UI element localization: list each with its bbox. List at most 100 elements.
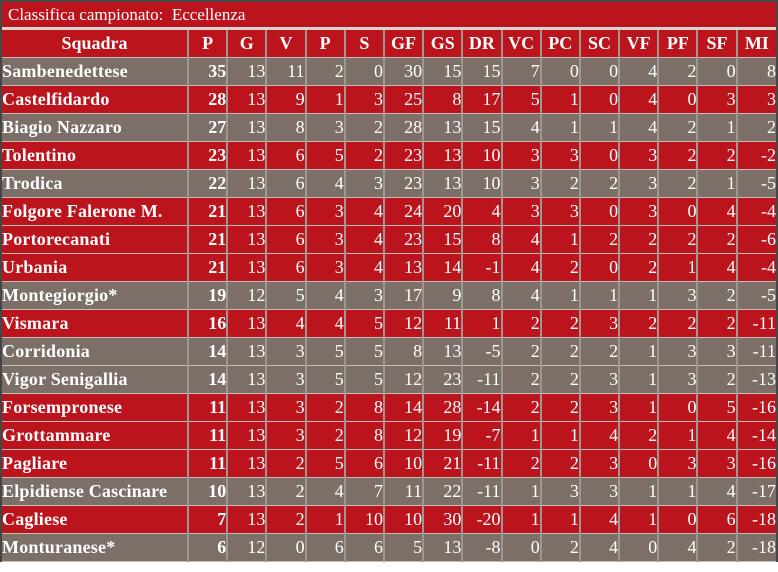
- column-header-vinte: V: [265, 30, 306, 58]
- column-header-pc: PC: [539, 30, 580, 58]
- stat-cell: 13: [226, 309, 267, 338]
- stat-cell: 3: [657, 449, 698, 478]
- stat-cell: 2: [657, 141, 698, 170]
- stat-cell: 3: [696, 449, 737, 478]
- stat-cell: 2: [696, 141, 737, 170]
- stat-cell: 2: [618, 421, 659, 450]
- stat-cell: 5: [304, 449, 345, 478]
- stat-cell: 11: [186, 449, 228, 478]
- stat-cell: 8: [343, 421, 384, 450]
- table-row: Cagliese 7 13 2 1 10 10 30 -20 1 1 4 1 0 6 -18: [2, 505, 776, 534]
- team-name: Folgore Falerone M.: [2, 197, 188, 226]
- stat-cell: 6: [265, 253, 306, 282]
- stat-cell: 3: [696, 85, 737, 114]
- stat-cell: 3: [500, 141, 541, 170]
- team-name: Elpidiense Cascinare: [2, 477, 188, 506]
- stat-cell: -1: [461, 253, 502, 282]
- table-row: Folgore Falerone M. 21 13 6 3 4 24 20 4 3 3 0 3 0 4 -4: [2, 197, 776, 226]
- column-header-dr: DR: [461, 30, 502, 58]
- stat-cell: 1: [618, 393, 659, 422]
- stat-cell: 4: [500, 225, 541, 254]
- stat-cell: 21: [186, 253, 228, 282]
- stat-cell: 1: [539, 421, 580, 450]
- stat-cell: 6: [265, 141, 306, 170]
- stat-cell: -14: [461, 393, 502, 422]
- stat-cell: -17: [735, 477, 776, 506]
- standings-table: Squadra P G V P S GF GS DR VC PC SC VF P…: [2, 30, 776, 562]
- table-row: Tolentino 23 13 6 5 2 23 13 10 3 3 0 3 2 2 -2: [2, 141, 776, 170]
- stat-cell: 5: [696, 393, 737, 422]
- stat-cell: 0: [539, 57, 580, 86]
- stat-cell: 4: [500, 113, 541, 142]
- stat-cell: 22: [422, 477, 463, 506]
- table-row: Pagliare 11 13 2 5 6 10 21 -11 2 2 3 0 3 3 -16: [2, 449, 776, 478]
- stat-cell: 11: [265, 57, 306, 86]
- table-row: Biagio Nazzaro 27 13 8 3 2 28 13 15 4 1 1 4 2 1 2: [2, 113, 776, 142]
- stat-cell: 1: [696, 113, 737, 142]
- stat-cell: 13: [226, 197, 267, 226]
- table-row: Corridonia 14 13 3 5 5 8 13 -5 2 2 2 1 3 3 -11: [2, 337, 776, 366]
- stat-cell: 0: [696, 57, 737, 86]
- stat-cell: 28: [422, 393, 463, 422]
- stat-cell: 13: [226, 421, 267, 450]
- stat-cell: 2: [539, 533, 580, 562]
- team-name: Sambenedettese: [2, 57, 188, 86]
- stat-cell: 3: [500, 169, 541, 198]
- team-name: Grottammare: [2, 421, 188, 450]
- stat-cell: 11: [382, 477, 424, 506]
- stat-cell: 2: [696, 533, 737, 562]
- stat-cell: 4: [657, 533, 698, 562]
- stat-cell: 2: [657, 113, 698, 142]
- stat-cell: 5: [343, 309, 384, 338]
- stat-cell: 3: [304, 253, 345, 282]
- stat-cell: 2: [265, 505, 306, 534]
- team-name: Portorecanati: [2, 225, 188, 254]
- stat-cell: 1: [500, 505, 541, 534]
- stat-cell: 14: [186, 365, 228, 394]
- header-row: Squadra P G V P S GF GS DR VC PC SC VF P…: [2, 30, 776, 58]
- stat-cell: 3: [343, 169, 384, 198]
- stat-cell: 13: [422, 141, 463, 170]
- stat-cell: 10: [382, 449, 424, 478]
- stat-cell: 4: [343, 225, 384, 254]
- table-row: Vigor Senigallia 14 13 3 5 5 12 23 -11 2 2 3 1 3 2 -13: [2, 365, 776, 394]
- stat-cell: -5: [735, 169, 776, 198]
- stat-cell: 30: [382, 57, 424, 86]
- table-row: Castelfidardo 28 13 9 1 3 25 8 17 5 1 0 4 0 3 3: [2, 85, 776, 114]
- stat-cell: -5: [735, 281, 776, 310]
- stat-cell: 28: [382, 113, 424, 142]
- stat-cell: 13: [226, 85, 267, 114]
- table-row: Sambenedettese 35 13 11 2 0 30 15 15 7 0 0 4 2 0 8: [2, 57, 776, 86]
- stat-cell: 13: [422, 533, 463, 562]
- stat-cell: 4: [696, 421, 737, 450]
- stat-cell: 13: [226, 505, 267, 534]
- stat-cell: 2: [696, 309, 737, 338]
- stat-cell: 4: [696, 253, 737, 282]
- stat-cell: 11: [186, 421, 228, 450]
- stat-cell: 2: [618, 225, 659, 254]
- stat-cell: 35: [186, 57, 228, 86]
- stat-cell: 13: [226, 169, 267, 198]
- stat-cell: 4: [265, 309, 306, 338]
- stat-cell: 0: [343, 57, 384, 86]
- stat-cell: 23: [186, 141, 228, 170]
- stat-cell: 3: [578, 309, 620, 338]
- column-header-punti: P: [186, 30, 228, 58]
- stat-cell: 27: [186, 113, 228, 142]
- stat-cell: 10: [461, 169, 502, 198]
- stat-cell: 9: [422, 281, 463, 310]
- stat-cell: 12: [226, 281, 267, 310]
- stat-cell: 13: [382, 253, 424, 282]
- table-row: Vismara 16 13 4 4 5 12 11 1 2 2 3 2 2 2 -11: [2, 309, 776, 338]
- stat-cell: 0: [618, 533, 659, 562]
- stat-cell: 2: [657, 309, 698, 338]
- stat-cell: -13: [735, 365, 776, 394]
- stat-cell: 17: [382, 281, 424, 310]
- stat-cell: 13: [226, 477, 267, 506]
- stat-cell: 2: [265, 477, 306, 506]
- team-name: Biagio Nazzaro: [2, 113, 188, 142]
- page-title: Classifica campionato: Eccellenza: [2, 2, 776, 30]
- stat-cell: -2: [735, 141, 776, 170]
- stat-cell: 3: [618, 169, 659, 198]
- stat-cell: 1: [657, 253, 698, 282]
